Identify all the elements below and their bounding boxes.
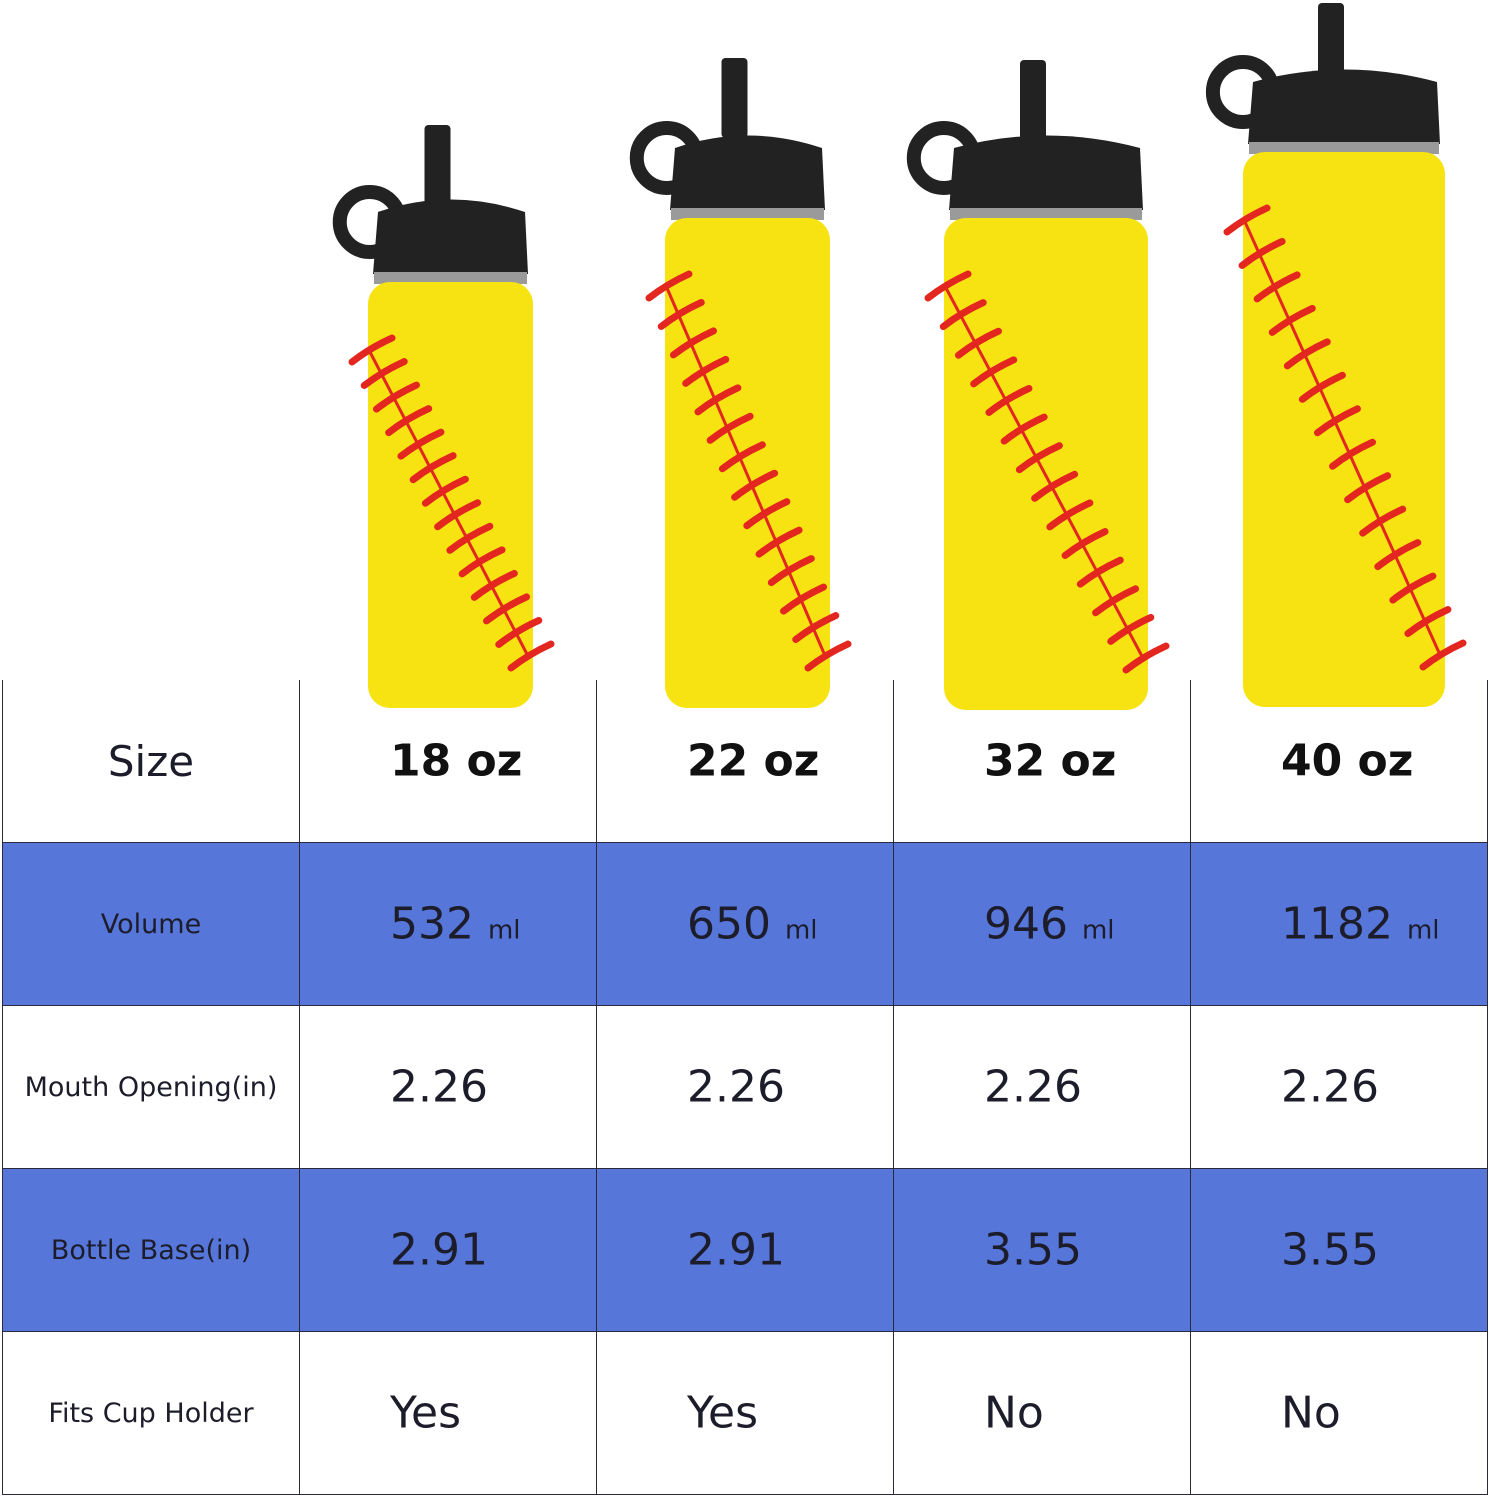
stitch [507,640,555,672]
stitch [409,452,457,484]
water-bottle-3 [1205,3,1467,707]
size-value: 32 oz [984,735,1117,787]
volume-row: Volume 532 ml 650 ml 946 ml 1182 ml [2,842,1488,1006]
stitch [985,384,1033,416]
bottle-base-row: Bottle Base(in) 2.91 2.91 3.55 3.55 [2,1168,1488,1332]
stitch [372,381,420,413]
size-value: 18 oz [390,735,523,787]
stitch [1344,472,1392,504]
stitch [1092,585,1140,617]
row-label: Size [107,736,195,786]
row-label: Bottle Base(in) [50,1234,252,1266]
water-bottle-2 [906,60,1170,710]
cell-value: Yes [390,1387,462,1439]
stitch [718,441,766,473]
cell-value: No [984,1387,1044,1439]
unit: ml [1081,915,1115,946]
volume-value: 532 [390,898,474,950]
stitch [743,498,791,530]
stitch [970,356,1018,388]
size-row: Size 18 oz 22 oz 32 oz 40 oz [2,680,1488,843]
cell-value: No [1281,1387,1341,1439]
stitch [669,327,717,359]
cell-value: 2.26 [390,1061,488,1113]
stitch [804,640,852,672]
stitch [1359,505,1407,537]
unit: ml [487,915,521,946]
stitch [458,546,506,578]
stitch [731,469,779,501]
size-value: 40 oz [1281,735,1414,787]
stitch [1313,405,1361,437]
stitch [1238,237,1286,269]
stitch [1419,639,1467,671]
stitch [1268,304,1316,336]
stitch [1283,338,1331,370]
stitch [1122,642,1170,674]
water-bottle-1 [629,58,852,708]
cell-value: 2.26 [984,1061,1082,1113]
cell-value: 2.91 [390,1224,488,1276]
stitch [1404,606,1452,638]
stitch [657,298,705,330]
stitch [1000,413,1048,445]
mouth-opening-row: Mouth Opening(in) 2.26 2.26 2.26 2.26 [2,1005,1488,1169]
volume-value: 650 [687,898,771,950]
stitch [645,270,693,302]
stitch [1076,556,1124,588]
stitch [694,384,742,416]
stitch [939,299,987,331]
stitch [1031,470,1079,502]
stitch [421,475,469,507]
stitch [792,612,840,644]
stitch [385,405,433,437]
stitch [767,555,815,587]
stitch [1389,572,1437,604]
stitch [483,593,531,625]
stitch [1107,613,1155,645]
size-value: 22 oz [687,735,820,787]
stitch [446,522,494,554]
stitch [348,334,396,366]
stitch [1253,271,1301,303]
stitch [1061,528,1109,560]
row-label: Volume [100,908,202,940]
stitch [1298,371,1346,403]
stitch [1329,438,1377,470]
stitch [495,616,543,648]
cell-value: 2.91 [687,1224,785,1276]
water-bottle-0 [332,125,555,708]
stitch [924,270,972,302]
stitch [780,583,828,615]
stitch [397,428,445,460]
cell-value: Yes [687,1387,759,1439]
cell-value: 3.55 [1281,1224,1379,1276]
unit: ml [784,915,818,946]
size-comparison-table: Size 18 oz 22 oz 32 oz 40 oz Volume 532 m… [2,680,1488,1495]
stitch [1015,442,1063,474]
stitch [1223,204,1271,236]
volume-value: 946 [984,898,1068,950]
row-label: Fits Cup Holder [48,1397,254,1429]
bottle-images [332,3,1467,710]
stitch [706,412,754,444]
cell-value: 3.55 [984,1224,1082,1276]
stitch [1374,539,1422,571]
cell-value: 2.26 [687,1061,785,1113]
cell-value: 2.26 [1281,1061,1379,1113]
stitch [1046,499,1094,531]
stitch [434,499,482,531]
stitch [954,327,1002,359]
stitch [682,355,730,387]
unit: ml [1406,915,1440,946]
stitch [470,569,518,601]
stitch [360,358,408,390]
volume-value: 1182 [1281,898,1393,950]
cup-holder-row: Fits Cup Holder Yes Yes No No [2,1331,1488,1495]
row-label: Mouth Opening(in) [24,1071,278,1103]
stitch [755,526,803,558]
